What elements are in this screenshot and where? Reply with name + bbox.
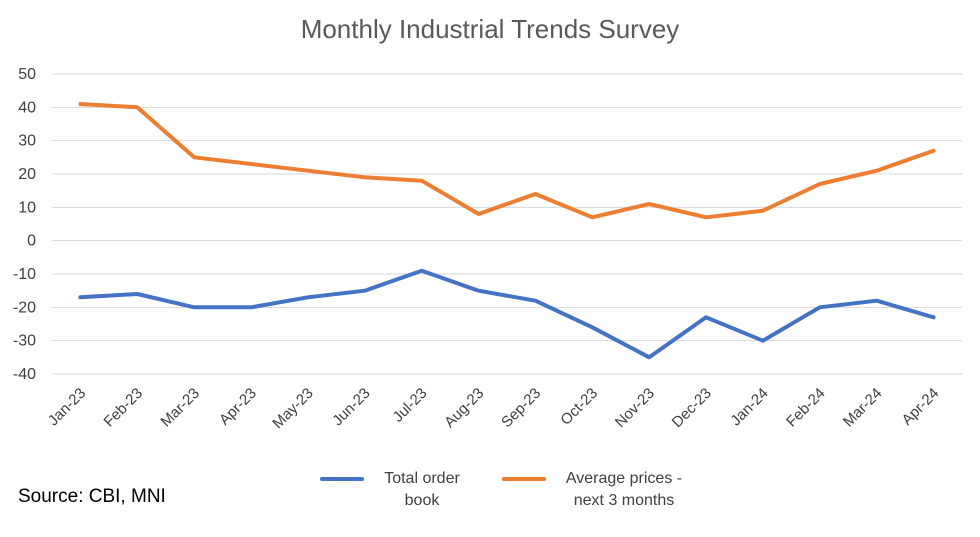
y-tick-label: 10 [18,199,36,216]
legend-label-total-order-book: Total order book [384,470,460,509]
legend-label-average-prices: Average prices - next 3 months [565,470,683,509]
x-tick-label: Feb-24 [783,385,829,431]
y-tick-label: 30 [18,133,36,150]
y-tick-label: -40 [13,366,36,383]
legend-item-total-order-book: Total order book [320,468,472,512]
x-tick-label: Jan-23 [45,385,89,429]
y-tick-label: 0 [27,233,36,250]
legend: Total order book Average prices - next 3… [320,468,694,512]
series-line-total-order-book [78,268,936,360]
y-tick-label: -20 [13,299,36,316]
chart-title: Monthly Industrial Trends Survey [300,14,680,44]
y-tick-label: 20 [18,166,36,183]
x-tick-label: Mar-23 [157,385,203,431]
x-tick-label: May-23 [269,385,316,432]
x-tick-label: Dec-23 [669,385,715,431]
x-tick-label: Oct-23 [557,385,601,429]
y-tick-label: -10 [13,266,36,283]
y-tick-label: -30 [13,333,36,350]
legend-swatch-total-order-book [320,477,364,481]
x-tick-label: Jan-24 [727,385,771,429]
series-line-average-prices [78,102,936,220]
x-tick-label: Mar-24 [840,385,886,431]
x-tick-label: Feb-23 [101,385,147,431]
legend-item-average-prices: Average prices - next 3 months [502,468,694,512]
x-tick-label: Jul-23 [390,385,431,426]
legend-swatch-average-prices [502,477,546,481]
x-tick-label: Apr-24 [899,385,943,429]
x-tick-label: Sep-23 [498,385,544,431]
x-tick-label: Jun-23 [329,385,373,429]
x-tick-label: Apr-23 [216,385,260,429]
x-tick-label: Nov-23 [612,385,658,431]
x-tick-label: Aug-23 [441,385,487,431]
y-tick-label: 40 [18,99,36,116]
y-tick-label: 50 [18,66,36,83]
source-note: Source: CBI, MNI [18,486,166,507]
